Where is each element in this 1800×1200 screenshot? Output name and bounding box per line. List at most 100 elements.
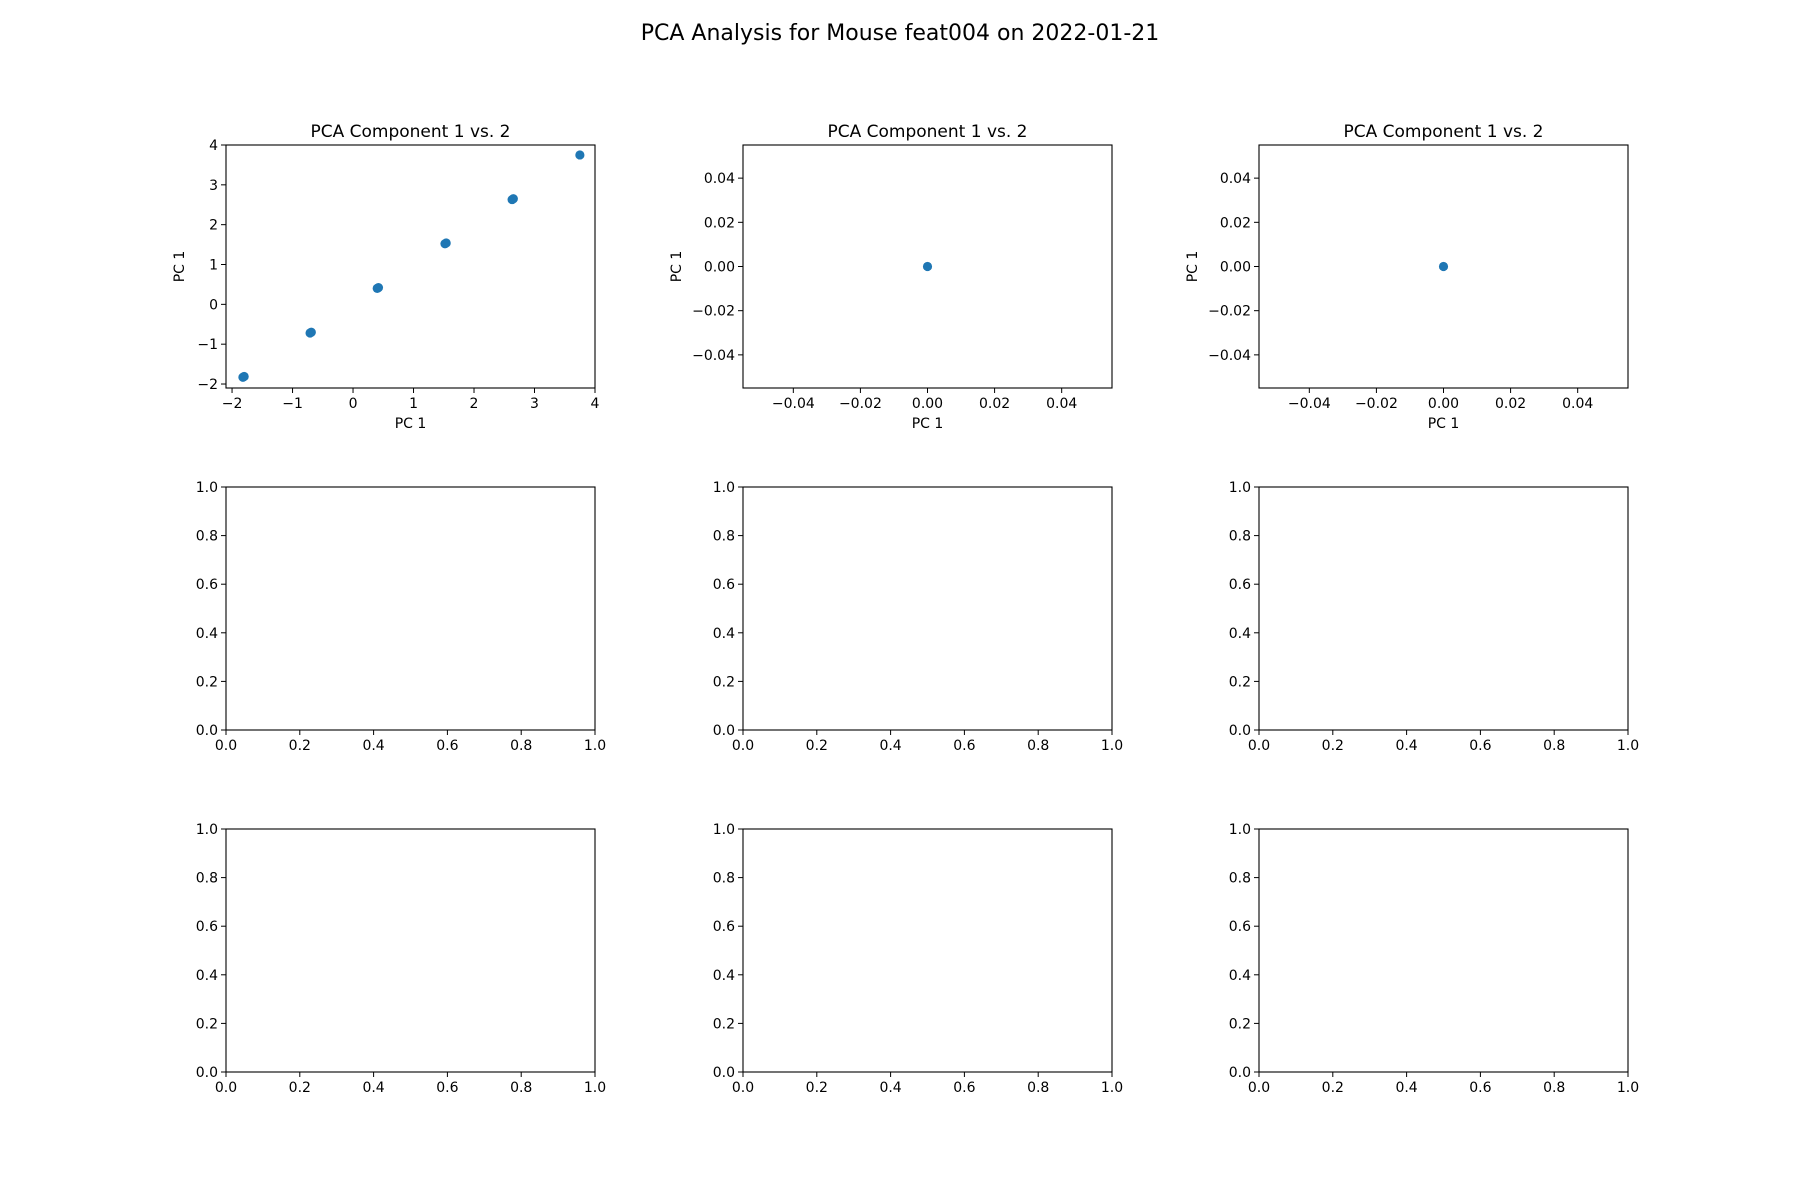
x-tick-label: 0.00: [912, 396, 943, 412]
x-tick-label: 0.6: [1469, 1080, 1491, 1096]
scatter-point: [575, 150, 585, 160]
subplot-3: −0.04 −0.02 0.00 0.02 0.04 −0.04 −0.02 0.00 0.02…: [1185, 122, 1629, 432]
x-axis-label: PC 1: [1428, 416, 1460, 432]
scatter-point: [239, 371, 249, 382]
x-tick-label: 0.8: [1027, 738, 1049, 754]
y-tick-label: 0.04: [1220, 171, 1251, 187]
scatter-point: [306, 327, 316, 337]
subplot-5: 0.0 0.2 0.4 0.6 0.8 1.0 0.0 0.2 0.4 0.6 0.8 1.0: [713, 480, 1123, 754]
y-tick-label: 0.0: [1229, 1065, 1251, 1081]
y-tick-label: 0.8: [196, 871, 218, 887]
y-tick-label: 1.0: [713, 480, 735, 496]
x-tick-label: 0.2: [1322, 1080, 1344, 1096]
x-tick-label: 0.0: [215, 738, 237, 754]
y-axis-label: PC 1: [1185, 251, 1201, 283]
x-tick-label: 0.6: [953, 1080, 975, 1096]
x-tick-label: −2: [222, 396, 243, 412]
subplot-9: 0.0 0.2 0.4 0.6 0.8 1.0 0.0 0.2 0.4 0.6 0.8 1.0: [1229, 822, 1639, 1096]
x-tick-label: −0.04: [772, 396, 815, 412]
axes-frame: [742, 486, 1113, 731]
y-tick-label: 0.6: [713, 577, 735, 593]
y-tick-label: 1.0: [1229, 480, 1251, 496]
axes-frame: [225, 828, 596, 1073]
y-tick-label: 1.0: [196, 480, 218, 496]
y-tick-label: 0.4: [713, 968, 735, 984]
scatter-point: [922, 261, 933, 272]
x-tick-label: 0.2: [289, 738, 311, 754]
x-tick-label: 0.2: [806, 1080, 828, 1096]
subplot-4: 0.0 0.2 0.4 0.6 0.8 1.0 0.0 0.2 0.4 0.6 0.8 1.0: [196, 480, 606, 754]
y-tick-label: 0.8: [1229, 871, 1251, 887]
y-tick-label: 0.2: [713, 674, 735, 690]
x-tick-label: 0.4: [362, 738, 384, 754]
axes-frame: [742, 828, 1113, 1073]
x-tick-label: 0.8: [1543, 738, 1565, 754]
x-tick-label: 0.6: [953, 738, 975, 754]
x-tick-label: 0.04: [1562, 396, 1593, 412]
y-tick-label: 0.8: [1229, 529, 1251, 545]
x-tick-label: 0.2: [1322, 738, 1344, 754]
y-tick-label: 0.04: [704, 171, 735, 187]
subplot-7: 0.0 0.2 0.4 0.6 0.8 1.0 0.0 0.2 0.4 0.6 0.8 1.0: [196, 822, 606, 1096]
y-tick-label: 3: [209, 178, 218, 194]
y-tick-label: 0.2: [196, 1016, 218, 1032]
x-tick-label: 0.02: [1495, 396, 1526, 412]
y-tick-label: −0.04: [1208, 348, 1251, 364]
x-tick-label: 0.0: [1248, 1080, 1270, 1096]
subplot-8: 0.0 0.2 0.4 0.6 0.8 1.0 0.0 0.2 0.4 0.6 0.8 1.0: [713, 822, 1123, 1096]
x-tick-label: 4: [591, 396, 600, 412]
y-tick-label: −0.02: [1208, 304, 1251, 320]
y-tick-label: 0.2: [1229, 1016, 1251, 1032]
x-tick-label: 0.4: [879, 1080, 901, 1096]
x-tick-label: 1.0: [1617, 1080, 1639, 1096]
x-tick-label: 0.8: [510, 1080, 532, 1096]
y-tick-label: −0.02: [692, 304, 735, 320]
x-tick-label: 1: [409, 396, 418, 412]
y-tick-label: 0.00: [704, 260, 735, 276]
x-tick-label: 1.0: [584, 1080, 606, 1096]
x-tick-label: 0.0: [215, 1080, 237, 1096]
y-tick-label: 0.8: [713, 871, 735, 887]
x-tick-label: −0.02: [839, 396, 882, 412]
x-tick-label: 0.2: [289, 1080, 311, 1096]
subplot-grid: −2 −1 0 1 2 3 4 −2 −1 0 1 2 3 4 PCA Component 1 vs. 2 P…: [172, 122, 1639, 1096]
scatter-point: [508, 194, 518, 204]
y-tick-label: 0.6: [196, 919, 218, 935]
y-tick-label: 0.2: [713, 1016, 735, 1032]
y-tick-label: −1: [197, 337, 218, 353]
axes-frame: [1258, 486, 1629, 731]
y-tick-label: 0.0: [196, 723, 218, 739]
y-tick-label: −2: [197, 377, 218, 393]
x-tick-label: −0.04: [1288, 396, 1331, 412]
y-tick-label: 0.02: [1220, 215, 1251, 231]
y-tick-label: 0.2: [196, 674, 218, 690]
x-tick-label: 1.0: [1101, 1080, 1123, 1096]
y-tick-label: 1.0: [713, 822, 735, 838]
x-axis-label: PC 1: [395, 416, 427, 432]
x-tick-label: 0.4: [1395, 1080, 1417, 1096]
y-tick-label: 0.0: [713, 1065, 735, 1081]
x-tick-label: 1.0: [1617, 738, 1639, 754]
x-tick-label: 0.6: [436, 1080, 458, 1096]
subplot-title: PCA Component 1 vs. 2: [310, 122, 510, 142]
y-tick-label: 0.0: [713, 723, 735, 739]
axes-frame: [225, 144, 596, 389]
y-tick-label: 0.6: [196, 577, 218, 593]
y-tick-label: −0.04: [692, 348, 735, 364]
y-tick-label: 0.02: [704, 215, 735, 231]
axes-frame: [225, 486, 596, 731]
y-tick-label: 1: [209, 258, 218, 274]
subplot-title: PCA Component 1 vs. 2: [827, 122, 1027, 142]
x-tick-label: 0.02: [979, 396, 1010, 412]
x-tick-label: 0.2: [806, 738, 828, 754]
scatter-point: [1438, 261, 1449, 272]
subplot-1: −2 −1 0 1 2 3 4 −2 −1 0 1 2 3 4 PCA Component 1 vs. 2 P…: [172, 122, 600, 432]
x-tick-label: 0.8: [510, 738, 532, 754]
y-tick-label: 0.4: [1229, 968, 1251, 984]
y-tick-label: 0.4: [713, 626, 735, 642]
y-tick-label: 0.0: [196, 1065, 218, 1081]
y-tick-label: 0.00: [1220, 260, 1251, 276]
y-tick-label: 0.4: [196, 626, 218, 642]
